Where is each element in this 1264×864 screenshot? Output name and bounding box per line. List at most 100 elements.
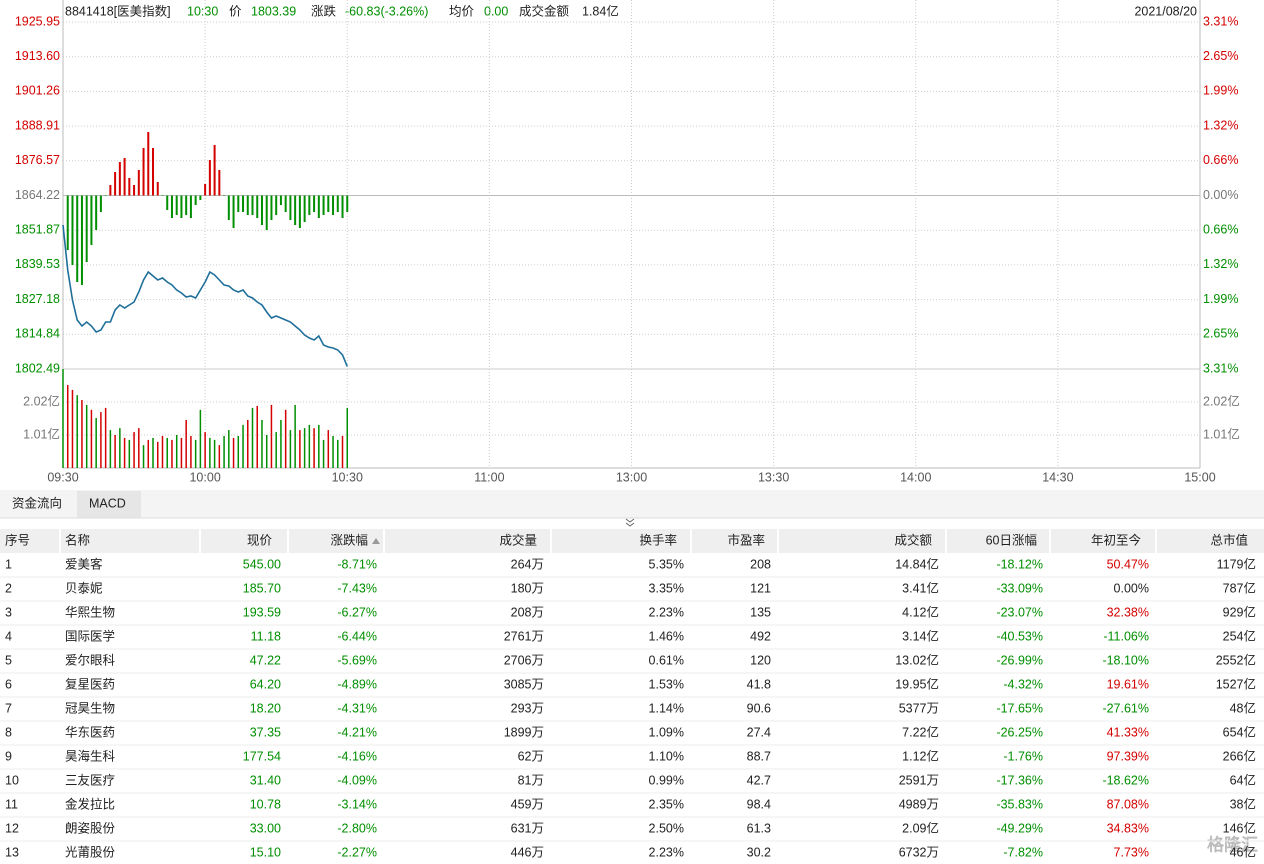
flow-bar: [313, 195, 316, 212]
volume-bar: [223, 435, 225, 468]
volume-bar: [327, 430, 330, 468]
y2-tick-label: 2.65%: [1203, 49, 1238, 63]
flow-bar: [208, 160, 211, 196]
volume-bar: [71, 389, 74, 468]
tab-active[interactable]: [77, 491, 141, 518]
flow-bar: [133, 185, 136, 196]
flow-bar: [294, 195, 297, 226]
flow-bar: [308, 195, 311, 216]
y2-tick-label: 0.00%: [1203, 188, 1238, 202]
table-cell: 180万: [511, 581, 544, 595]
y-tick-label: 1876.57: [15, 153, 60, 167]
flow-bar: [180, 195, 183, 219]
table-cell: 19.61%: [1107, 677, 1149, 691]
column-header[interactable]: 换手率: [639, 532, 677, 547]
volume-bar: [152, 437, 154, 468]
table-cell: -4.09%: [337, 773, 377, 787]
volume-bar: [194, 439, 197, 468]
column-header[interactable]: 涨跌幅: [330, 532, 368, 547]
column-header[interactable]: 成交量: [499, 532, 537, 547]
flow-bar: [170, 195, 173, 219]
flow-bar: [104, 195, 107, 197]
table-cell: 11.18: [251, 629, 281, 643]
column-header[interactable]: 总市值: [1210, 532, 1248, 547]
table-cell: 37.35: [250, 725, 281, 739]
volume-bar: [157, 441, 159, 468]
table-cell: 88.7: [747, 749, 771, 763]
table-cell: 1.53%: [649, 677, 684, 691]
table-cell: 42.7: [747, 773, 771, 787]
flow-bar: [346, 195, 349, 212]
column-header[interactable]: 市盈率: [727, 532, 765, 547]
flow-bar: [76, 195, 79, 283]
flow-bar: [204, 184, 207, 196]
flow-bar: [114, 172, 117, 196]
table-cell: 朗姿股份: [65, 821, 116, 835]
table-cell: 97.39%: [1107, 749, 1149, 763]
table-cell: -23.07%: [996, 605, 1043, 619]
table-cell: 14.84亿: [895, 556, 939, 571]
time: 10:30: [187, 4, 218, 18]
table-cell: 177.54: [243, 749, 281, 763]
table-cell: 2: [5, 581, 12, 595]
x-tick-label: 10:00: [189, 470, 220, 484]
tab[interactable]: MACD: [89, 496, 126, 510]
table-cell: 545.00: [243, 557, 281, 571]
y-tick-label: 2.02亿: [1203, 393, 1240, 408]
y2-tick-label: 1.99%: [1203, 292, 1238, 306]
table-cell: -26.99%: [996, 653, 1043, 667]
volume-bar: [90, 409, 93, 468]
table-cell: -4.31%: [337, 701, 377, 715]
table-cell: 3.41亿: [902, 580, 939, 595]
table-cell: 18.20: [250, 701, 281, 715]
price-label: 价: [229, 4, 242, 18]
table-cell: 贝泰妮: [65, 581, 103, 595]
flow-bar: [156, 182, 159, 196]
column-header[interactable]: 年初至今: [1091, 532, 1142, 547]
flow-bar: [275, 195, 278, 216]
table-cell: 5377万: [899, 701, 939, 715]
tab[interactable]: 资金流向: [12, 495, 62, 510]
price: 1803.39: [251, 4, 296, 18]
volume-bar: [81, 400, 83, 468]
table-cell: 208: [750, 557, 771, 571]
table-cell: 5.35%: [649, 557, 684, 571]
volume-bar: [256, 405, 258, 468]
column-header[interactable]: 60日涨幅: [986, 532, 1037, 547]
flow-bar: [109, 185, 112, 196]
column-header[interactable]: 名称: [65, 532, 90, 547]
index-code: 8841418[医美指数]: [65, 3, 171, 18]
table-cell: 金发拉比: [65, 796, 115, 811]
volume-bar: [294, 404, 296, 468]
table-cell: -49.29%: [996, 821, 1043, 835]
y2-tick-label: 1.32%: [1203, 119, 1238, 133]
y2-tick-label: 3.31%: [1203, 361, 1238, 375]
table-cell: 121: [750, 581, 771, 595]
column-header[interactable]: 现价: [247, 533, 273, 547]
collapse-icon[interactable]: [625, 518, 635, 527]
flow-bar: [289, 195, 292, 221]
column-header[interactable]: 成交额: [894, 532, 932, 547]
table-cell: 13: [5, 845, 19, 859]
y2-tick-label: 1.99%: [1203, 83, 1238, 97]
table-cell: 2706万: [504, 653, 544, 667]
volume-bar: [166, 437, 168, 468]
table-cell: -35.83%: [996, 797, 1043, 811]
volume-bar: [104, 407, 107, 468]
volume-bar: [261, 419, 263, 468]
table-cell: 10: [5, 773, 19, 787]
x-tick-label: 13:00: [616, 470, 647, 484]
flow-bar: [303, 195, 306, 223]
y-tick-label: 1802.49: [15, 361, 60, 375]
sort-icon[interactable]: [372, 538, 380, 544]
table-cell: 459万: [511, 797, 544, 811]
column-header[interactable]: 序号: [5, 532, 30, 547]
flow-bar: [327, 195, 330, 212]
flow-bar: [237, 195, 240, 212]
table-cell: -1.76%: [1003, 749, 1043, 763]
table-cell: 华熙生物: [65, 604, 115, 619]
table-cell: 7.22亿: [902, 724, 939, 739]
y-tick-label: 1913.60: [15, 49, 60, 63]
volume-bar: [280, 419, 282, 468]
